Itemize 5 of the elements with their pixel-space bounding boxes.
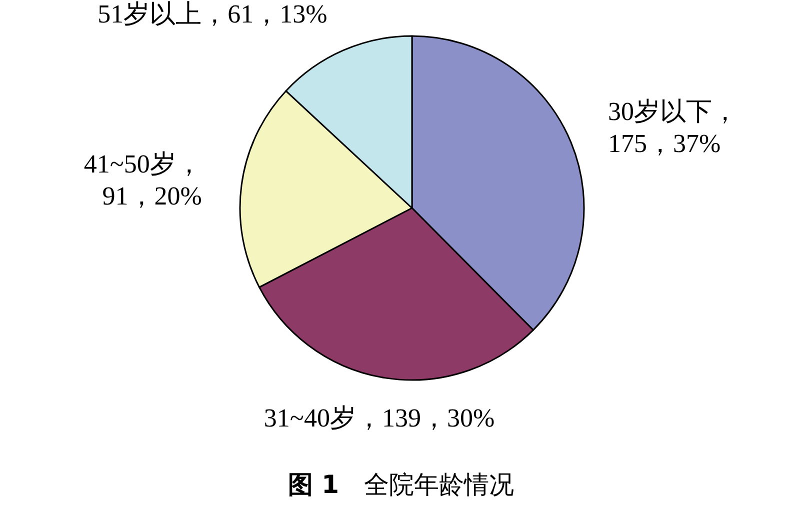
slice-label: 51岁以上，61，13% [98, 0, 328, 29]
slice-label: 30岁以下，175，37% [608, 97, 738, 158]
slice-label: 41~50岁，91，20% [84, 150, 202, 210]
slice-label: 31~40岁，139，30% [264, 403, 495, 432]
text: 图 1 全院年龄情况 [288, 470, 514, 499]
